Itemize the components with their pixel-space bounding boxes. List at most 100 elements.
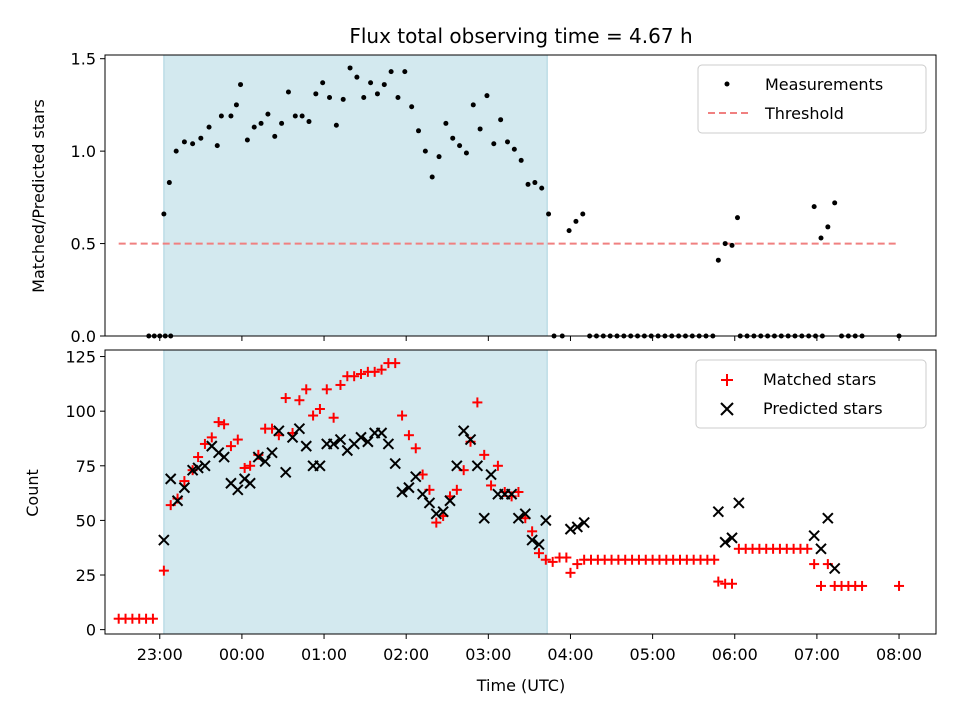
matched-star-point <box>356 369 367 380</box>
matched-star-point <box>816 580 827 591</box>
legend-box-top <box>697 64 927 134</box>
predicted-star-point <box>382 438 395 450</box>
measurement-point <box>429 174 435 180</box>
legend-marker-measurements <box>724 81 730 87</box>
predicted-star-point <box>403 481 415 494</box>
predicted-star-point <box>822 512 834 524</box>
predicted-star-point <box>199 460 211 472</box>
predicted-star-point <box>266 446 278 459</box>
measurement-point <box>181 139 187 145</box>
predicted-star-point <box>464 433 477 446</box>
matched-star-point <box>713 576 724 587</box>
measurement-point <box>443 120 449 126</box>
predicted-star-point <box>178 481 191 494</box>
matched-star-point <box>239 462 250 473</box>
predicted-star-point <box>519 508 531 520</box>
legend-label-measurements: Measurements <box>765 75 883 94</box>
matched-star-point <box>349 371 360 382</box>
predicted-star-point <box>815 543 827 555</box>
measurement-point <box>416 128 422 134</box>
measurement-point <box>825 224 831 230</box>
measurement-point <box>347 65 353 71</box>
measurement-point <box>525 181 531 187</box>
matched-star-point <box>533 548 544 559</box>
x-tick-label: 04:00 <box>547 645 593 664</box>
predicted-star-point <box>410 471 422 483</box>
legend-marker-predicted <box>720 402 734 416</box>
panel-counts: 0 25 50 75 100 125 23:00 00:00 01:00 02:00 03:00 0… <box>23 348 937 695</box>
y-tick-label: 25 <box>76 566 96 585</box>
predicted-star-point <box>355 431 367 444</box>
measurement-point <box>539 185 545 191</box>
measurement-point <box>573 218 579 224</box>
y-tick-label: 1.0 <box>71 142 96 161</box>
predicted-star-point <box>733 497 745 509</box>
measurement-point <box>313 91 319 97</box>
matched-star-point <box>431 517 442 528</box>
measurement-point <box>272 133 278 139</box>
matched-star-point <box>565 567 576 578</box>
matched-star-point <box>280 393 291 404</box>
matched-star-point <box>857 580 868 591</box>
measurement-point <box>354 74 360 80</box>
measurement-point <box>409 104 415 110</box>
x-tick-label: 03:00 <box>465 645 511 664</box>
matched-star-point <box>397 410 408 421</box>
predicted-star-point <box>512 512 525 524</box>
measurement-point <box>285 89 291 95</box>
predicted-star-point <box>232 484 244 496</box>
measurement-point <box>214 143 220 149</box>
x-tick-label: 02:00 <box>383 645 429 664</box>
x-tick-label: 08:00 <box>876 645 922 664</box>
predicted-star-point <box>165 473 177 485</box>
measurement-point <box>361 95 367 101</box>
x-tick-label: 01:00 <box>301 645 347 664</box>
measurement-point <box>374 91 380 97</box>
measurement-point <box>306 119 312 125</box>
measurement-point <box>532 180 538 186</box>
predicted-star-point <box>540 514 552 527</box>
predicted-star-point <box>437 505 449 518</box>
x-tick-label: 23:00 <box>137 645 183 664</box>
predicted-star-point <box>158 534 170 546</box>
matched-star-point <box>335 379 346 390</box>
measurement-point <box>818 235 824 241</box>
measurement-point <box>504 139 510 145</box>
observing-window-shade-top <box>163 54 548 337</box>
matched-star-point <box>527 526 538 537</box>
measurement-point <box>279 120 285 126</box>
predicted-star-point <box>171 495 184 507</box>
predicted-star-point <box>334 433 347 446</box>
predicted-star-point <box>444 495 456 507</box>
predicted-star-point <box>280 466 292 479</box>
legend-marker-matched <box>721 374 733 386</box>
predicted-star-point <box>451 460 463 472</box>
measurement-point <box>206 124 212 130</box>
measurement-point <box>333 122 339 128</box>
measurement-point <box>734 215 740 221</box>
matched-star-point <box>709 554 720 565</box>
predicted-star-point <box>478 512 490 524</box>
measurement-point <box>518 157 524 163</box>
measurement-point <box>388 69 394 75</box>
plot-frame-top <box>104 54 937 337</box>
x-tick-label: 06:00 <box>712 645 758 664</box>
matched-star-point <box>328 412 339 423</box>
matched-star-point <box>179 476 190 487</box>
matched-star-point <box>294 395 305 406</box>
measurement-point <box>233 102 239 108</box>
y-axis-label-bottom: Count <box>23 469 42 517</box>
measurement-point <box>381 82 387 88</box>
predicted-star-point <box>375 427 388 439</box>
measurement-point <box>729 242 735 248</box>
count-points <box>113 358 905 624</box>
measurement-point <box>320 80 326 86</box>
measurement-point <box>327 95 333 101</box>
x-tick-label: 05:00 <box>630 645 676 664</box>
y-tick-label: 125 <box>65 348 96 367</box>
x-tick-label: 00:00 <box>219 645 265 664</box>
measurement-point <box>402 69 408 75</box>
predicted-star-point <box>218 451 230 463</box>
legend-label-threshold: Threshold <box>764 104 844 123</box>
